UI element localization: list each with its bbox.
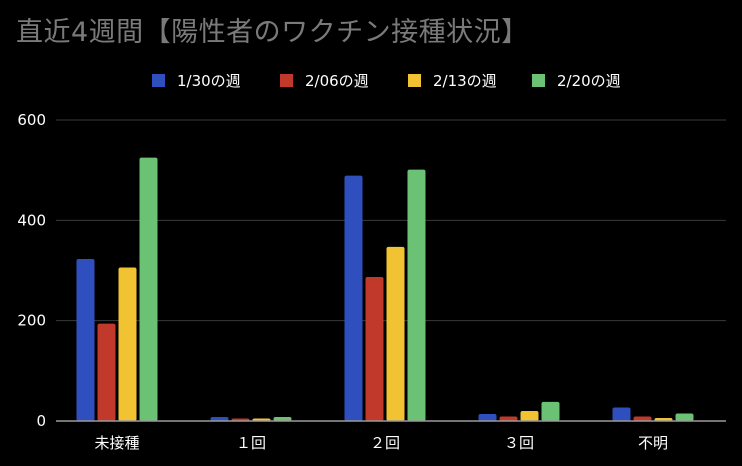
x-tick-label: １回 [236, 434, 266, 452]
x-tick-label: 未接種 [94, 434, 139, 452]
legend: 1/30の週 2/06の週 2/13の週 2/20の週 [0, 64, 742, 100]
chart-title: 直近4週間【陽性者のワクチン接種状況】 [16, 17, 529, 48]
legend-swatch-series-4 [532, 74, 545, 87]
legend-label-series-3: 2/13の週 [433, 72, 497, 90]
y-tick-label: 600 [17, 111, 46, 129]
bar-series-3-cat-5[interactable] [654, 417, 673, 421]
bar-series-1-cat-4[interactable] [478, 413, 497, 421]
bar-series-4-cat-2[interactable] [273, 416, 292, 421]
bar-series-4-cat-5[interactable] [675, 413, 694, 421]
y-tick-label: 200 [17, 312, 46, 330]
bar-series-2-cat-3[interactable] [365, 277, 384, 421]
bar-series-3-cat-4[interactable] [520, 410, 539, 421]
bar-series-4-cat-4[interactable] [541, 401, 560, 421]
legend-label-series-4: 2/20の週 [557, 72, 621, 90]
bar-series-4-cat-1[interactable] [139, 157, 158, 421]
y-tick-label: 0 [36, 412, 46, 430]
bar-series-1-cat-3[interactable] [344, 175, 363, 421]
bar-series-2-cat-1[interactable] [97, 323, 116, 421]
legend-swatch-series-3 [408, 74, 421, 87]
bar-series-1-cat-1[interactable] [76, 258, 95, 421]
legend-label-series-2: 2/06の週 [305, 72, 369, 90]
x-tick-label: ３回 [504, 434, 534, 452]
bar-series-2-cat-5[interactable] [633, 416, 652, 421]
legend-item-series-3[interactable]: 2/13の週 [408, 70, 497, 91]
bar-series-2-cat-4[interactable] [499, 416, 518, 421]
bar-series-3-cat-3[interactable] [386, 246, 405, 421]
bar-series-3-cat-1[interactable] [118, 267, 137, 421]
y-tick-label: 400 [17, 211, 46, 229]
legend-item-series-1[interactable]: 1/30の週 [152, 70, 241, 91]
legend-item-series-2[interactable]: 2/06の週 [280, 70, 369, 91]
legend-swatch-series-2 [280, 74, 293, 87]
bar-series-1-cat-5[interactable] [612, 407, 631, 421]
bar-series-4-cat-3[interactable] [407, 169, 426, 421]
x-tick-label: 不明 [638, 434, 668, 452]
legend-item-series-4[interactable]: 2/20の週 [532, 70, 621, 91]
legend-label-series-1: 1/30の週 [177, 72, 241, 90]
bar-series-1-cat-2[interactable] [210, 416, 229, 421]
legend-swatch-series-1 [152, 74, 165, 87]
x-tick-label: ２回 [370, 434, 400, 452]
